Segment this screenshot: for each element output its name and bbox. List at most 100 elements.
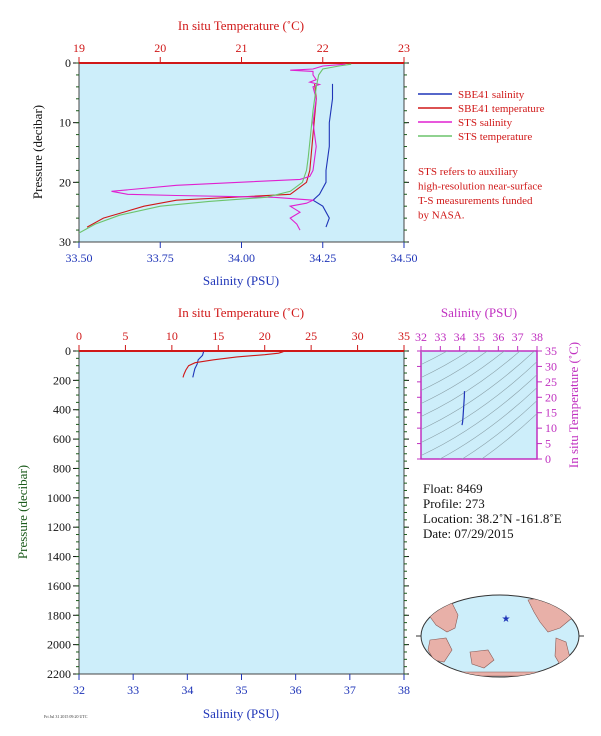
top-temperature-axis-title: In situ Temperature (˚C) <box>178 18 304 33</box>
legend-label: SBE41 temperature <box>458 103 545 115</box>
ts-salinity-tick-label: 33 <box>434 330 446 344</box>
bottom-pressure-tick-label: 400 <box>53 403 71 417</box>
ts-temperature-axis-title: In situ Temperature (˚C) <box>566 342 581 468</box>
ts-contour-line <box>421 374 537 456</box>
ts-contour-line <box>421 351 448 365</box>
ts-contour-line <box>421 351 488 391</box>
bottom-salinity-tick-label: 33 <box>127 683 139 697</box>
top-series-line-sbe41-salinity <box>312 83 334 228</box>
ts-contour-line <box>439 387 537 459</box>
top-temperature-tick-label: 22 <box>317 41 329 55</box>
sts-note-line: high-resolution near-surface <box>418 181 542 193</box>
ts-salinity-tick-label: 34 <box>454 330 466 344</box>
ts-contour-line <box>411 209 547 304</box>
ts-contour-line <box>421 351 521 417</box>
bottom-pressure-tick-label: 800 <box>53 461 71 475</box>
bottom-temperature-tick-label: 30 <box>352 329 364 343</box>
legend: SBE41 salinity SBE41 temperature STS salin… <box>418 89 545 143</box>
bottom-pressure-tick-label: 1000 <box>47 491 71 505</box>
ts-salinity-tick-label: 35 <box>473 330 485 344</box>
bottom-plot-area <box>78 350 405 675</box>
bottom-salinity-tick-label: 34 <box>181 683 193 697</box>
full-depth-profile-chart: 32 33 34 35 36 37 38 0 5 10 15 20 25 30 35 0 200 400 600 80… <box>15 305 410 721</box>
bottom-temperature-tick-label: 35 <box>398 329 410 343</box>
top-salinity-tick-label: 33.50 <box>66 251 93 265</box>
bottom-pressure-axis-title: Pressure (decibar) <box>15 465 30 559</box>
top-series-line-sts-salinity <box>111 63 346 231</box>
sts-note-line: T-S measurements funded <box>418 195 533 207</box>
ts-contour-line <box>461 400 537 459</box>
top-temperature-tick-label: 20 <box>154 41 166 55</box>
bottom-salinity-tick-label: 32 <box>73 683 85 697</box>
top-series-line-sbe41-temperature <box>86 83 317 228</box>
bottom-pressure-tick-label: 600 <box>53 432 71 446</box>
ts-temperature-tick-label: 30 <box>545 359 557 373</box>
ts-temperature-tick-label: 5 <box>545 437 551 451</box>
bottom-pressure-tick-label: 2000 <box>47 638 71 652</box>
float-info-panel: Float: 8469 Profile: 273 Location: 38.2˚… <box>423 481 562 541</box>
float-location-marker-icon: ★ <box>502 614 511 625</box>
bottom-salinity-tick-label: 38 <box>398 683 410 697</box>
bottom-temperature-tick-label: 10 <box>166 329 178 343</box>
ts-temperature-tick-label: 0 <box>545 452 551 466</box>
bottom-series-group <box>182 351 284 378</box>
ts-contour-line <box>411 248 547 343</box>
top-profile-chart: 33.50 33.75 34.00 34.25 34.50 19 20 21 22 23 0 10 20… <box>30 18 545 288</box>
ts-contour-line <box>411 222 547 317</box>
legend-label: STS temperature <box>458 131 532 143</box>
top-pressure-tick-label: 0 <box>65 56 71 70</box>
ts-temperature-tick-label: 35 <box>545 344 557 358</box>
bottom-series-line-sbe41-salinity <box>192 351 205 378</box>
top-temperature-tick-label: 23 <box>398 41 410 55</box>
top-ticks-group: 33.50 33.75 34.00 34.25 34.50 19 20 21 22 23 0 10 20… <box>59 41 418 265</box>
ts-plot-area <box>420 350 538 460</box>
top-salinity-axis-title: Salinity (PSU) <box>203 273 279 288</box>
bottom-pressure-tick-label: 1400 <box>47 550 71 564</box>
bottom-temperature-tick-label: 5 <box>122 329 128 343</box>
bottom-salinity-tick-label: 35 <box>236 683 248 697</box>
bottom-ticks-group: 32 33 34 35 36 37 38 0 5 10 15 20 25 30 35 0 200 400 600 80… <box>47 329 410 697</box>
top-pressure-tick-label: 30 <box>59 235 71 249</box>
sts-note-line: by NASA. <box>418 210 465 222</box>
top-salinity-tick-label: 34.25 <box>309 251 336 265</box>
ts-contour-line <box>421 361 537 443</box>
bottom-temperature-tick-label: 0 <box>76 329 82 343</box>
ts-contour-line <box>481 413 537 459</box>
profile-date: Date: 07/29/2015 <box>423 526 514 541</box>
ts-salinity-tick-label: 36 <box>492 330 504 344</box>
ts-salinity-tick-label: 32 <box>415 330 427 344</box>
bottom-pressure-tick-label: 200 <box>53 373 71 387</box>
bottom-temperature-tick-label: 20 <box>259 329 271 343</box>
ts-salinity-tick-label: 37 <box>512 330 524 344</box>
ts-series-line <box>461 391 466 426</box>
top-series-group <box>79 63 352 234</box>
location-map: ★ <box>416 594 584 678</box>
top-pressure-tick-label: 20 <box>59 175 71 189</box>
float-id: Float: 8469 <box>423 481 483 496</box>
ts-temperature-tick-label: 25 <box>545 375 557 389</box>
sts-note: STS refers to auxiliary high-resolution n… <box>418 166 542 222</box>
bottom-salinity-tick-label: 36 <box>290 683 302 697</box>
bottom-temperature-tick-label: 15 <box>212 329 224 343</box>
ts-contour-line <box>421 351 535 430</box>
ts-density-contours <box>411 209 547 459</box>
legend-label: STS salinity <box>458 117 513 129</box>
top-salinity-tick-label: 34.50 <box>391 251 418 265</box>
bottom-salinity-axis-title: Salinity (PSU) <box>203 706 279 721</box>
ts-salinity-tick-label: 38 <box>531 330 543 344</box>
bottom-salinity-tick-label: 37 <box>344 683 356 697</box>
ts-temperature-tick-label: 10 <box>545 421 557 435</box>
bottom-series-line-sbe41-temperature <box>182 351 284 378</box>
bottom-pressure-tick-label: 1600 <box>47 579 71 593</box>
bottom-pressure-tick-label: 1200 <box>47 520 71 534</box>
top-salinity-tick-label: 33.75 <box>147 251 174 265</box>
ts-series-group <box>461 391 466 426</box>
bottom-pressure-tick-label: 1800 <box>47 608 71 622</box>
ts-temperature-tick-label: 15 <box>545 406 557 420</box>
ts-temperature-tick-label: 20 <box>545 390 557 404</box>
top-temperature-tick-label: 21 <box>236 41 248 55</box>
top-plot-area <box>78 62 405 243</box>
bottom-pressure-tick-label: 0 <box>65 344 71 358</box>
